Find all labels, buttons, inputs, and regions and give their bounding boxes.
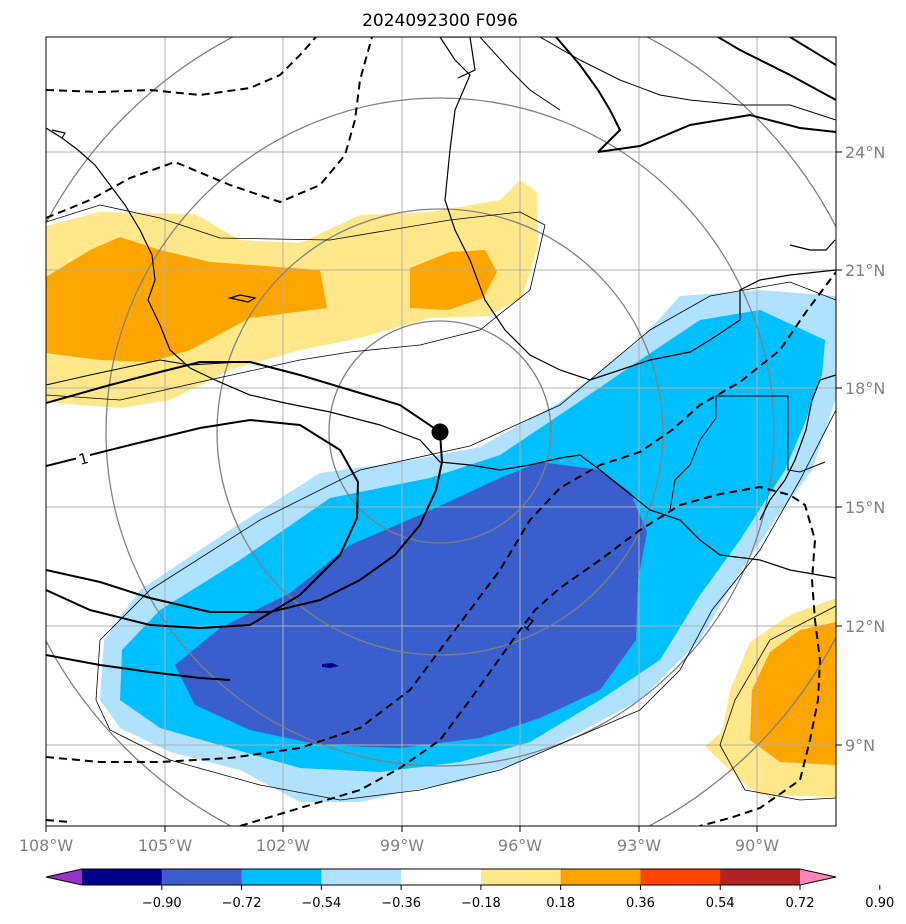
- lat-label-9n: 9°N: [845, 736, 875, 755]
- colorbar-outline: [45, 868, 837, 886]
- lon-label-108w: 108°W: [19, 836, 74, 855]
- negative-anomaly-dark-blue: [175, 462, 647, 748]
- dashed-contours: [46, 37, 836, 826]
- colorbar-tick-label: 0.90: [865, 896, 894, 911]
- positive-anomaly-central-orange: [410, 250, 497, 310]
- map-area: 1 1: [46, 37, 836, 826]
- colorbar-tick-label: −0.54: [301, 896, 341, 911]
- contour-label-a: 1: [77, 449, 91, 469]
- colorbar-tick-label: 0.54: [706, 896, 735, 911]
- colorbar-cell-0: [82, 869, 163, 885]
- colorbar-cells: [82, 869, 801, 885]
- colorbar-tick-label: −0.18: [461, 896, 501, 911]
- colorbar-tick-label: −0.36: [381, 896, 421, 911]
- lon-label-90w: 90°W: [735, 836, 779, 855]
- lat-label-21n: 21°N: [845, 261, 885, 280]
- map-frame: [45, 36, 837, 827]
- colorbar-low-extension: [46, 869, 82, 885]
- colorbar-cell-3: [321, 869, 402, 885]
- anomaly-fills: [46, 180, 836, 802]
- colorbar-ticks: −0.90 −0.72 −0.54 −0.36 −0.18 0.18 0.36 0.54 0.7…: [142, 885, 894, 911]
- lat-label-24n: 24°N: [845, 143, 885, 162]
- negative-anomaly-darkest-spot: [322, 663, 339, 668]
- colorbar-cell-6: [560, 869, 641, 885]
- colorbar-tick-label: 0.18: [546, 896, 575, 911]
- lat-label-12n: 12°N: [845, 617, 885, 636]
- lon-label-102w: 102°W: [256, 836, 311, 855]
- colorbar-cell-5: [480, 869, 562, 885]
- colorbar-cell-8: [720, 869, 801, 885]
- positive-anomaly-se-orange: [750, 622, 836, 765]
- colorbar-cell-2: [241, 869, 322, 885]
- storm-center-dot: [431, 423, 449, 441]
- coastlines: [46, 37, 836, 579]
- colorbar-cell-4: [401, 869, 482, 885]
- colorbar-tick-label: 0.72: [786, 896, 815, 911]
- lon-label-105w: 105°W: [138, 836, 193, 855]
- lon-axis: 108°W 105°W 102°W 99°W 96°W 93°W 90°W: [19, 826, 779, 855]
- lon-label-96w: 96°W: [498, 836, 542, 855]
- thin-outline-contours: [46, 204, 836, 801]
- lat-label-15n: 15°N: [845, 498, 885, 517]
- colorbar: −0.90 −0.72 −0.54 −0.36 −0.18 0.18 0.36 0.54 0.7…: [45, 868, 894, 911]
- lon-label-93w: 93°W: [617, 836, 661, 855]
- colorbar-tick-label: −0.72: [222, 896, 262, 911]
- colorbar-cell-1: [161, 869, 243, 885]
- figure-title: 2024092300 F096: [362, 11, 518, 31]
- solid-contours: [46, 37, 836, 681]
- lat-label-18n: 18°N: [845, 379, 885, 398]
- colorbar-high-extension: [800, 869, 836, 885]
- colorbar-tick-label: −0.90: [142, 896, 182, 911]
- positive-anomaly-west-orange: [46, 237, 327, 362]
- lat-axis: 24°N 21°N 18°N 15°N 12°N 9°N: [836, 143, 885, 755]
- range-rings: [46, 37, 836, 826]
- lon-label-99w: 99°W: [380, 836, 424, 855]
- colorbar-cell-7: [640, 869, 721, 885]
- colorbar-tick-label: 0.36: [626, 896, 655, 911]
- political-borders: [46, 37, 836, 511]
